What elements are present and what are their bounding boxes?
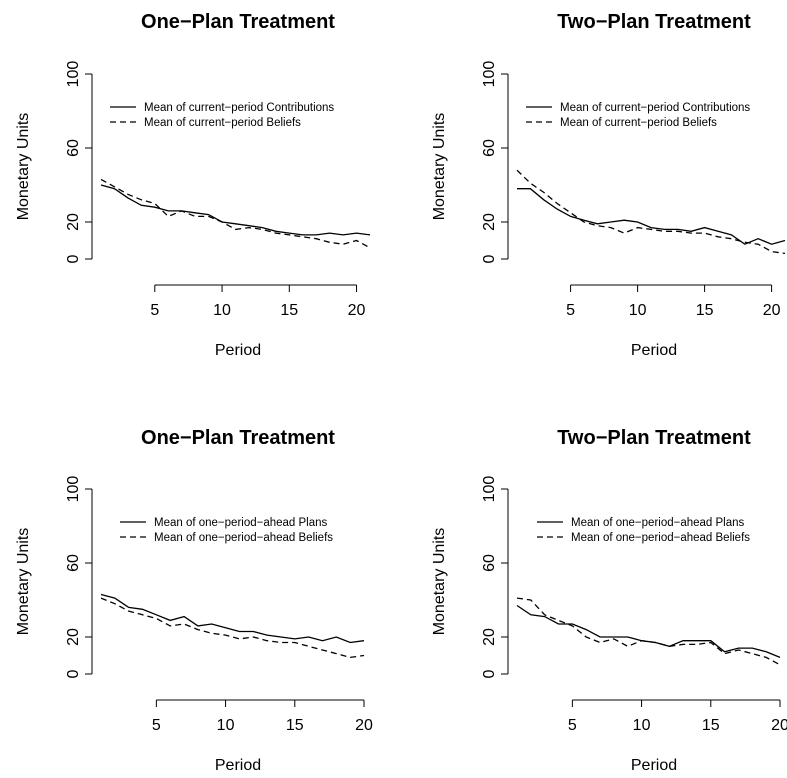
y-tick-label: 100 (481, 476, 498, 503)
legend: Mean of one−period−ahead Plans Mean of on… (120, 517, 333, 544)
legend: Mean of current−period Contributions Mean… (526, 102, 750, 129)
x-tick-label: 10 (633, 717, 651, 734)
y-tick-label: 0 (65, 254, 82, 263)
x-axis-label: Period (631, 342, 677, 359)
y-tick-label: 20 (65, 628, 82, 646)
x-tick-label: 15 (702, 717, 720, 734)
legend-entry: Mean of current−period Beliefs (560, 117, 717, 129)
x-tick-label: 10 (217, 717, 235, 734)
chart-title: Two−Plan Treatment (557, 11, 751, 33)
y-axis-label: Monetary Units (431, 528, 448, 636)
legend-entry: Mean of one−period−ahead Beliefs (571, 532, 750, 544)
series-line-2 (516, 597, 781, 666)
series-line-2 (516, 169, 786, 255)
y-tick-label: 60 (481, 554, 498, 572)
y-tick-label: 60 (481, 139, 498, 157)
x-tick-label: 15 (280, 302, 298, 319)
legend-entry: Mean of current−period Contributions (560, 102, 750, 114)
series-line-1 (100, 593, 365, 644)
x-tick-label: 5 (152, 717, 161, 734)
legend: Mean of current−period Contributions Mean… (110, 102, 334, 129)
x-tick-label: 5 (568, 717, 577, 734)
x-axis-label: Period (215, 342, 261, 359)
y-tick-label: 60 (65, 139, 82, 157)
x-tick-label: 20 (763, 302, 781, 319)
legend: Mean of one−period−ahead Plans Mean of on… (537, 517, 750, 544)
x-tick-label: 20 (348, 302, 366, 319)
legend-entry: Mean of one−period−ahead Beliefs (154, 532, 333, 544)
y-tick-label: 60 (65, 554, 82, 572)
x-axis-label: Period (631, 757, 677, 774)
y-axis-label: Monetary Units (15, 113, 32, 221)
x-tick-label: 20 (771, 717, 787, 734)
x-tick-label: 5 (566, 302, 575, 319)
chart-panel-1: One−Plan Treatment 0 20 60 100 5 10 15 20 Period M… (15, 11, 371, 359)
chart-title: One−Plan Treatment (141, 11, 335, 33)
y-tick-label: 20 (65, 213, 82, 231)
legend-entry: Mean of one−period−ahead Plans (154, 517, 328, 529)
x-axis-label: Period (215, 757, 261, 774)
x-tick-label: 10 (213, 302, 231, 319)
legend-entry: Mean of current−period Beliefs (144, 117, 301, 129)
y-tick-label: 20 (481, 213, 498, 231)
y-tick-label: 20 (481, 628, 498, 646)
y-axis-label: Monetary Units (431, 113, 448, 221)
series-line-1 (100, 184, 371, 236)
x-tick-label: 10 (629, 302, 647, 319)
y-tick-label: 0 (481, 254, 498, 263)
y-tick-label: 100 (65, 61, 82, 88)
series-line-1 (517, 188, 786, 245)
legend-entry: Mean of current−period Contributions (144, 102, 334, 114)
series-line-2 (100, 597, 365, 659)
chart-title: Two−Plan Treatment (557, 427, 751, 449)
series-line-1 (516, 604, 781, 659)
chart-panel-3: One−Plan Treatment 0 20 60 100 5 10 15 20 Period M… (15, 427, 373, 774)
x-tick-label: 15 (286, 717, 304, 734)
y-tick-label: 0 (65, 669, 82, 678)
x-tick-label: 20 (355, 717, 373, 734)
y-tick-label: 100 (481, 61, 498, 88)
chart-panel-4: Two−Plan Treatment 0 20 60 100 5 10 15 20 Period M… (431, 427, 787, 774)
x-tick-label: 5 (150, 302, 159, 319)
x-tick-label: 15 (696, 302, 714, 319)
y-tick-label: 0 (481, 669, 498, 678)
y-tick-label: 100 (65, 476, 82, 503)
legend-entry: Mean of one−period−ahead Plans (571, 517, 745, 529)
chart-title: One−Plan Treatment (141, 427, 335, 449)
chart-panel-2: Two−Plan Treatment 0 20 60 100 5 10 15 20 Period M… (431, 11, 786, 359)
y-axis-label: Monetary Units (15, 528, 32, 636)
series-line-2 (100, 178, 371, 249)
